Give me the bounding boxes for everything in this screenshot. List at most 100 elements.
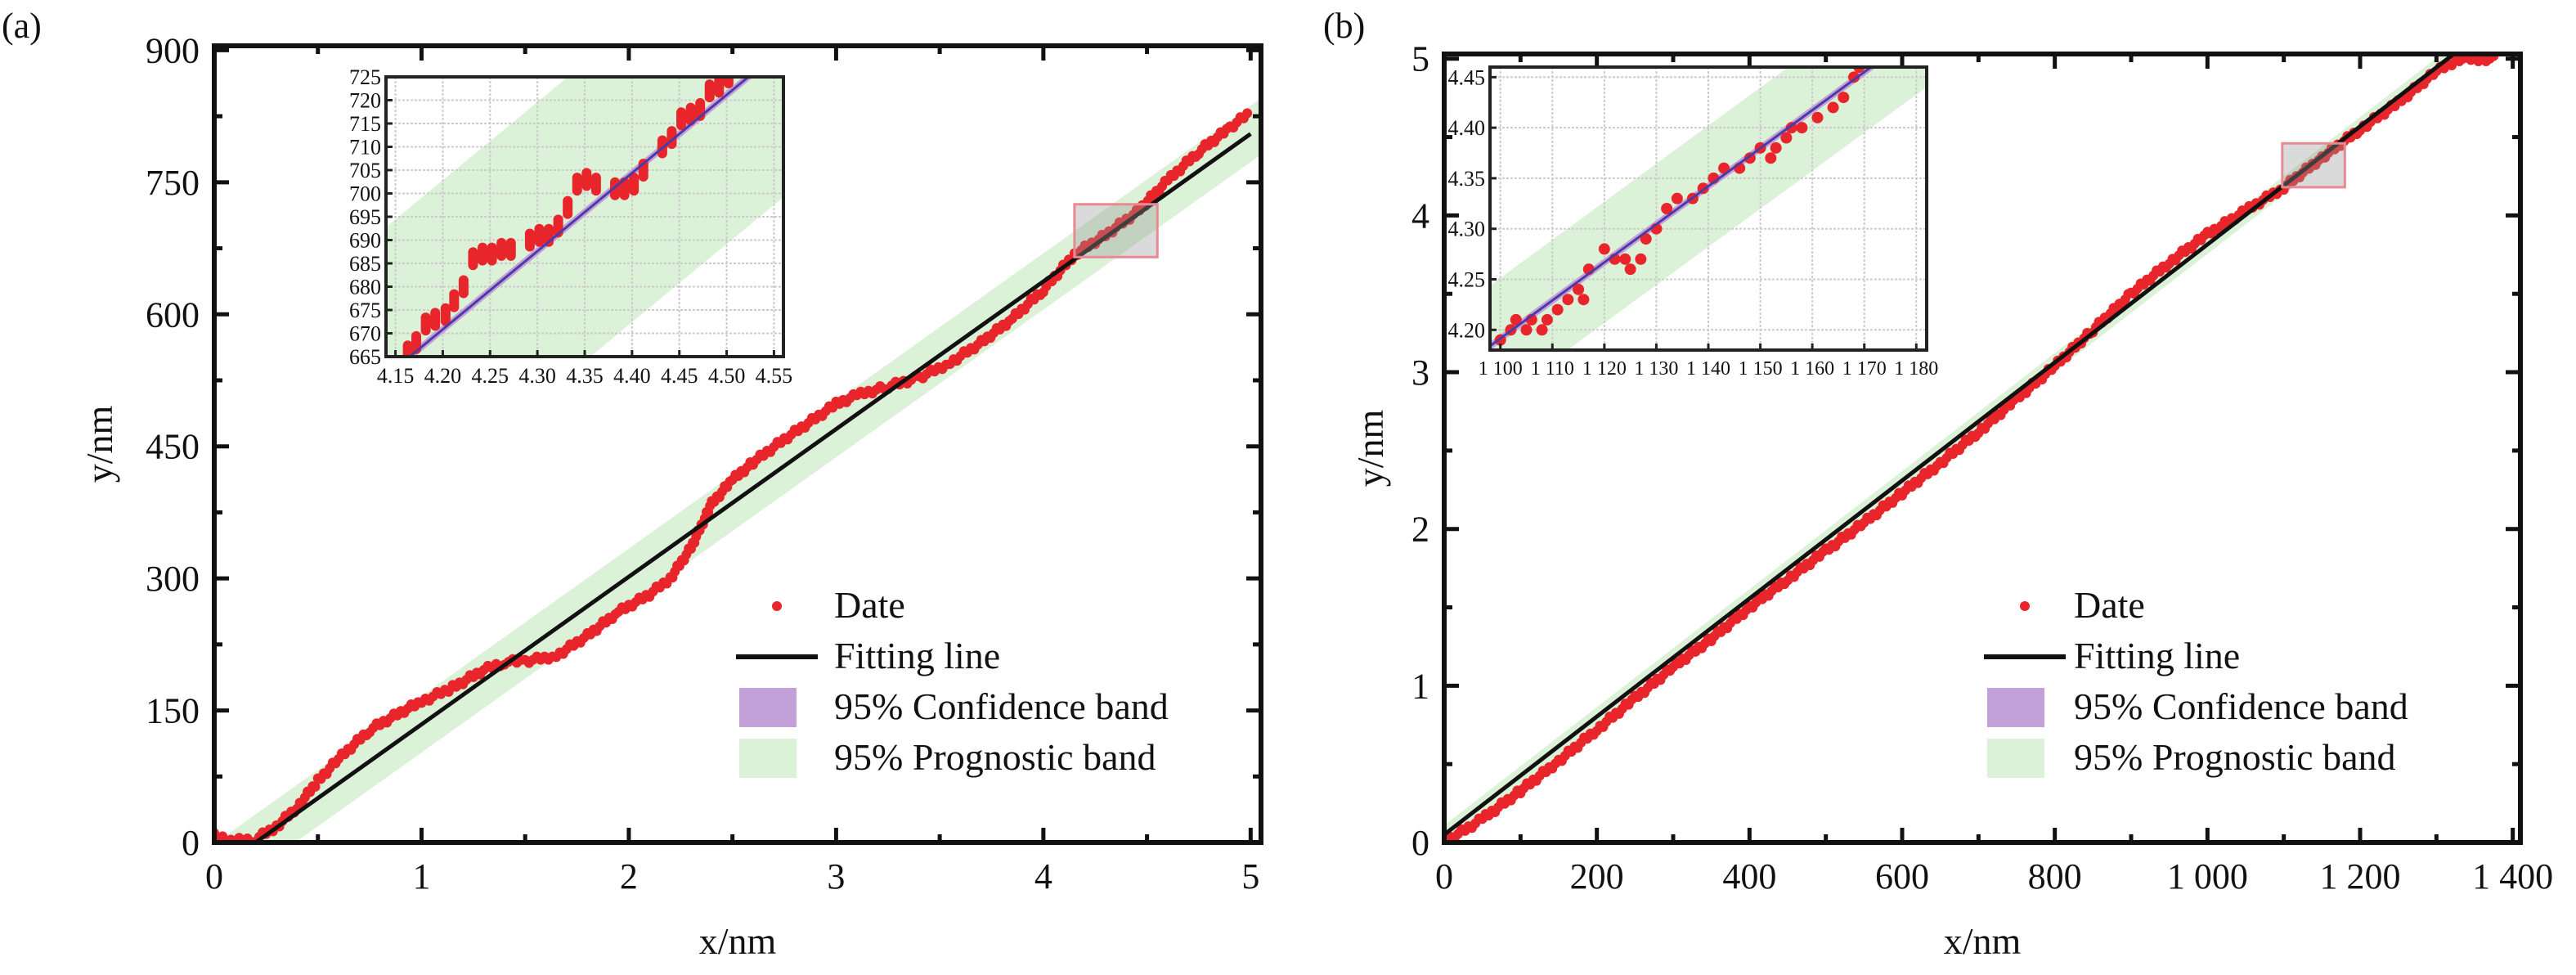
inset-y-tick-label: 680 bbox=[349, 276, 381, 299]
legend-label: 95% Prognostic band bbox=[2074, 736, 2396, 778]
inset-data-point bbox=[1770, 142, 1782, 154]
fitting-line bbox=[1444, 54, 2457, 837]
inset-y-tick-label: 4.40 bbox=[1448, 116, 1486, 140]
y-tick-label: 300 bbox=[146, 559, 200, 599]
x-tick-label: 600 bbox=[1875, 856, 1929, 896]
inset-data-point bbox=[1718, 162, 1730, 174]
inset-data-point bbox=[496, 237, 507, 261]
y-tick-label: 600 bbox=[146, 294, 200, 335]
inset-y-tick-label: 4.20 bbox=[1448, 318, 1486, 342]
inset-data-point bbox=[505, 237, 516, 261]
inset-plot-area bbox=[1490, 67, 1927, 350]
inset-y-tick-label: 4.35 bbox=[1448, 167, 1486, 191]
legend-marker-confidence bbox=[739, 688, 797, 727]
inset-y-tick-label: 685 bbox=[349, 252, 381, 276]
y-axis-label: y/nm bbox=[79, 406, 120, 483]
inset-data-point bbox=[714, 77, 725, 98]
inset-y-tick-label: 670 bbox=[349, 322, 381, 346]
fitting-line bbox=[254, 132, 1252, 842]
axes-frame bbox=[212, 43, 1263, 845]
inset-data-point bbox=[402, 340, 413, 357]
inset-data-point bbox=[581, 168, 592, 191]
inset-x-tick-label: 1 180 bbox=[1894, 358, 1938, 380]
x-tick-label: 1 400 bbox=[2472, 856, 2553, 896]
x-tick-label: 0 bbox=[205, 856, 223, 896]
inset-data-point bbox=[478, 242, 488, 266]
inset-data-point bbox=[524, 228, 535, 252]
inset-data-point bbox=[1510, 313, 1522, 326]
legend-label: Date bbox=[834, 584, 905, 626]
inset-data-point bbox=[704, 79, 715, 103]
inset-data-point bbox=[1765, 152, 1777, 164]
x-axis-label: x/nm bbox=[699, 920, 777, 962]
inset-x-tick-label: 4.50 bbox=[708, 364, 746, 388]
inset-y-tick-label: 4.45 bbox=[1448, 65, 1486, 89]
x-tick-label: 2 bbox=[620, 856, 638, 896]
legend-label: 95% Prognostic band bbox=[834, 736, 1156, 778]
inset-fitting-line bbox=[1490, 67, 1874, 348]
panel-b: 0 200 400 600 800 1 000 1 200 1 400 0 1 2 3 4 5 x/nm y/… bbox=[1349, 39, 2553, 962]
y-tick-label: 0 bbox=[182, 823, 200, 863]
inset-x-tick-label: 1 120 bbox=[1582, 358, 1627, 380]
inset-x-tick-label: 4.30 bbox=[518, 364, 556, 388]
x-tick-label: 3 bbox=[827, 856, 845, 896]
inset-data-point bbox=[1785, 122, 1797, 134]
inset-data-point bbox=[1598, 243, 1610, 255]
inset-data-point bbox=[420, 312, 431, 336]
inset-x-tick-label: 1 170 bbox=[1842, 358, 1887, 380]
inset-data-point bbox=[723, 77, 734, 88]
panel-label-b: (b) bbox=[1323, 6, 1365, 46]
inset-x-tick-label: 4.20 bbox=[424, 364, 462, 388]
legend-marker-data bbox=[772, 601, 782, 611]
inset-y-tick-label: 665 bbox=[349, 345, 381, 369]
legend-label: Date bbox=[2074, 584, 2145, 626]
inset-y-tick-label: 4.30 bbox=[1448, 218, 1486, 241]
inset-data-point bbox=[1541, 313, 1553, 326]
inset-data-point bbox=[430, 308, 441, 331]
inset-x-tick-label: 1 150 bbox=[1739, 358, 1783, 380]
x-tick-label: 1 bbox=[412, 856, 430, 896]
inset: 4.15 4.20 4.25 4.30 4.35 4.40 4.45 4.50 4.556656… bbox=[349, 65, 792, 388]
data-point bbox=[1242, 108, 1253, 119]
inset-fitting-line bbox=[407, 77, 751, 357]
inset-data-point bbox=[1619, 253, 1631, 265]
inset-data-point bbox=[590, 173, 601, 196]
inset-x-tick-label: 4.25 bbox=[472, 364, 509, 388]
inset-data-point bbox=[1671, 192, 1683, 204]
inset-x-tick-label: 1 160 bbox=[1790, 358, 1834, 380]
inset-x-tick-label: 4.40 bbox=[613, 364, 651, 388]
inset-data-point bbox=[676, 107, 687, 131]
inset-data-point bbox=[1635, 253, 1647, 265]
x-tick-label: 1 000 bbox=[2167, 856, 2248, 896]
plot-area bbox=[214, 98, 1261, 842]
legend-marker-data bbox=[2020, 601, 2030, 611]
legend-marker-confidence bbox=[1987, 688, 2044, 727]
inset-y-tick-label: 4.25 bbox=[1448, 268, 1486, 292]
inset-data-point bbox=[449, 289, 460, 312]
inset-y-tick-label: 715 bbox=[349, 112, 381, 136]
legend-label: Fitting line bbox=[2074, 635, 2240, 676]
inset-data-point bbox=[1577, 294, 1590, 306]
y-tick-label: 0 bbox=[1411, 823, 1429, 863]
x-tick-label: 1 200 bbox=[2320, 856, 2401, 896]
inset-x-tick-label: 4.35 bbox=[566, 364, 604, 388]
inset-x-tick-label: 1 140 bbox=[1686, 358, 1730, 380]
inset-data-point bbox=[619, 177, 630, 200]
inset-data-point bbox=[1562, 294, 1574, 306]
inset-y-tick-label: 675 bbox=[349, 299, 381, 322]
inset-data-point bbox=[468, 247, 478, 271]
panel-a: 0 1 2 3 4 50150300450600750900x/nmy/nmDateFit… bbox=[79, 30, 1263, 962]
y-tick-label: 5 bbox=[1411, 39, 1429, 79]
zoom-region-highlight bbox=[2281, 142, 2346, 189]
inset-data-point bbox=[534, 223, 545, 247]
inset-data-point bbox=[1536, 324, 1548, 336]
data-point bbox=[310, 781, 321, 792]
y-tick-label: 450 bbox=[146, 427, 200, 467]
axes-frame bbox=[1442, 52, 2523, 845]
inset-data-point bbox=[629, 173, 640, 196]
y-axis-label: y/nm bbox=[1349, 410, 1391, 488]
inset: 1 100 1 110 1 120 1 130 1 140 1 150 1 160 1 170… bbox=[1448, 65, 1938, 380]
inset-data-point bbox=[440, 303, 451, 326]
inset-x-tick-label: 4.15 bbox=[377, 364, 415, 388]
